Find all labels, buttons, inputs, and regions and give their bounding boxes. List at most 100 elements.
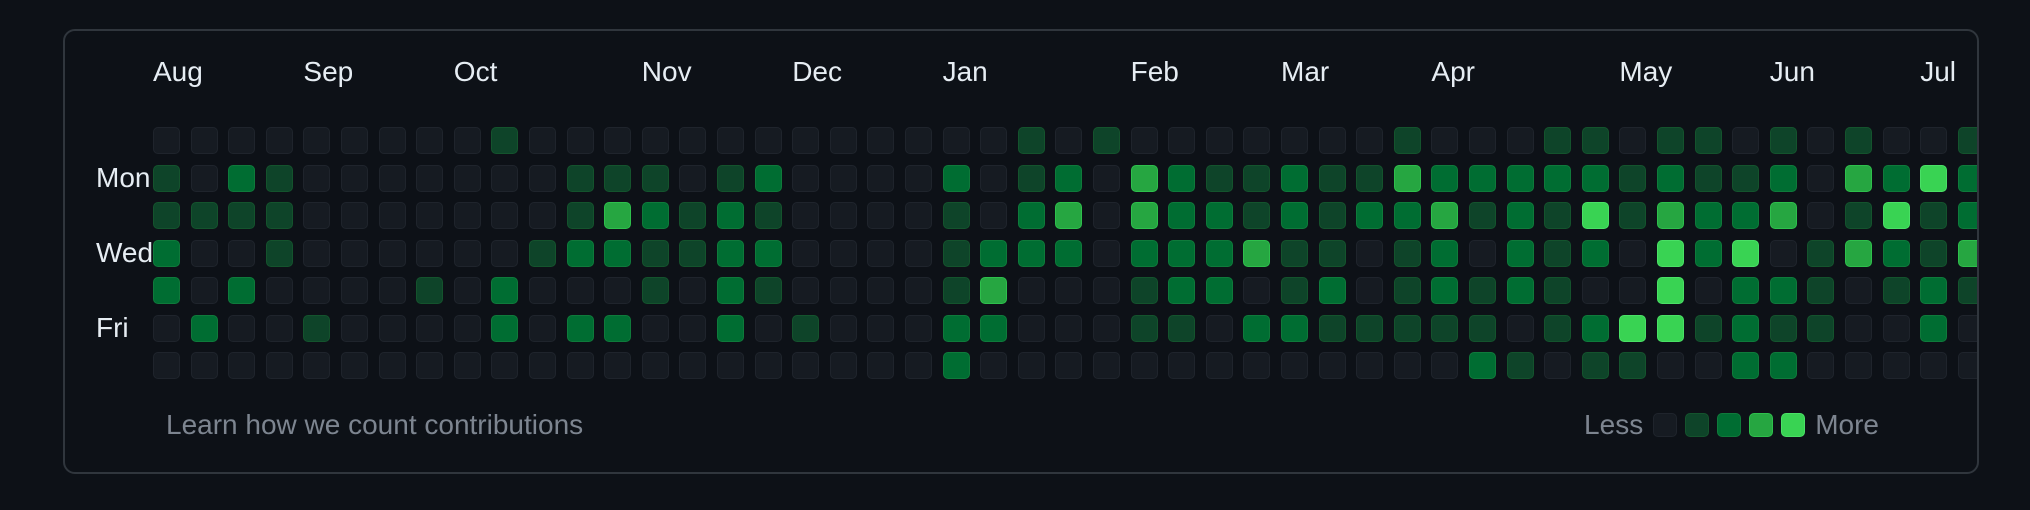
contribution-day[interactable] xyxy=(153,164,180,192)
contribution-day[interactable] xyxy=(1732,314,1760,342)
contribution-day[interactable] xyxy=(1957,164,1977,192)
contribution-day[interactable] xyxy=(754,277,782,304)
contribution-day[interactable] xyxy=(378,202,406,229)
contribution-day[interactable] xyxy=(1243,314,1271,342)
contribution-day[interactable] xyxy=(153,127,180,154)
contribution-day[interactable] xyxy=(1957,352,1977,379)
contribution-day[interactable] xyxy=(1093,277,1120,304)
contribution-day[interactable] xyxy=(905,164,932,192)
contribution-day[interactable] xyxy=(341,277,368,304)
contribution-day[interactable] xyxy=(1431,352,1459,379)
contribution-day[interactable] xyxy=(829,164,857,192)
contribution-day[interactable] xyxy=(604,127,632,154)
contribution-day[interactable] xyxy=(1581,352,1609,379)
contribution-day[interactable] xyxy=(1469,127,1496,154)
contribution-day[interactable] xyxy=(641,202,669,229)
contribution-day[interactable] xyxy=(792,164,820,192)
contribution-day[interactable] xyxy=(905,277,932,304)
contribution-day[interactable] xyxy=(190,352,218,379)
contribution-day[interactable] xyxy=(1393,164,1421,192)
contribution-day[interactable] xyxy=(1431,314,1459,342)
contribution-day[interactable] xyxy=(265,314,293,342)
contribution-day[interactable] xyxy=(153,239,180,267)
contribution-day[interactable] xyxy=(1318,164,1346,192)
contribution-day[interactable] xyxy=(905,352,932,379)
contribution-day[interactable] xyxy=(1055,164,1083,192)
contribution-day[interactable] xyxy=(1807,277,1835,304)
contribution-day[interactable] xyxy=(1920,127,1948,154)
contribution-day[interactable] xyxy=(1544,352,1572,379)
contribution-day[interactable] xyxy=(1393,202,1421,229)
contribution-day[interactable] xyxy=(792,352,820,379)
contribution-day[interactable] xyxy=(1318,277,1346,304)
contribution-day[interactable] xyxy=(453,202,481,229)
contribution-day[interactable] xyxy=(1506,127,1534,154)
contribution-day[interactable] xyxy=(980,164,1008,192)
contribution-day[interactable] xyxy=(1055,127,1083,154)
contribution-day[interactable] xyxy=(1393,314,1421,342)
contribution-day[interactable] xyxy=(1581,239,1609,267)
contribution-day[interactable] xyxy=(1168,277,1196,304)
contribution-day[interactable] xyxy=(190,277,218,304)
contribution-day[interactable] xyxy=(1544,127,1572,154)
contribution-day[interactable] xyxy=(190,164,218,192)
contribution-day[interactable] xyxy=(1281,314,1308,342)
contribution-day[interactable] xyxy=(1017,314,1045,342)
contribution-day[interactable] xyxy=(529,352,556,379)
contribution-day[interactable] xyxy=(228,314,256,342)
contribution-day[interactable] xyxy=(1581,277,1609,304)
contribution-day[interactable] xyxy=(491,277,519,304)
contribution-day[interactable] xyxy=(1356,314,1384,342)
contribution-day[interactable] xyxy=(792,314,820,342)
contribution-day[interactable] xyxy=(1318,314,1346,342)
contribution-day[interactable] xyxy=(153,314,180,342)
contribution-day[interactable] xyxy=(1845,314,1872,342)
contribution-day[interactable] xyxy=(453,352,481,379)
contribution-day[interactable] xyxy=(717,277,744,304)
contribution-day[interactable] xyxy=(491,164,519,192)
contribution-day[interactable] xyxy=(1281,277,1308,304)
contribution-day[interactable] xyxy=(1055,352,1083,379)
contribution-day[interactable] xyxy=(1093,127,1120,154)
contribution-day[interactable] xyxy=(341,202,368,229)
contribution-day[interactable] xyxy=(303,239,331,267)
contribution-day[interactable] xyxy=(867,127,895,154)
contribution-day[interactable] xyxy=(641,277,669,304)
contribution-day[interactable] xyxy=(190,239,218,267)
contribution-day[interactable] xyxy=(1657,277,1684,304)
contribution-day[interactable] xyxy=(1017,127,1045,154)
contribution-day[interactable] xyxy=(1544,314,1572,342)
contribution-day[interactable] xyxy=(641,164,669,192)
contribution-day[interactable] xyxy=(1506,314,1534,342)
contribution-day[interactable] xyxy=(1581,202,1609,229)
contribution-day[interactable] xyxy=(1205,352,1233,379)
contribution-day[interactable] xyxy=(1957,239,1977,267)
contribution-day[interactable] xyxy=(566,202,594,229)
contribution-day[interactable] xyxy=(1318,127,1346,154)
contribution-day[interactable] xyxy=(1769,277,1797,304)
contribution-day[interactable] xyxy=(1694,277,1722,304)
contribution-day[interactable] xyxy=(679,202,707,229)
contribution-day[interactable] xyxy=(942,277,970,304)
contribution-day[interactable] xyxy=(1769,127,1797,154)
contribution-day[interactable] xyxy=(303,277,331,304)
contribution-day[interactable] xyxy=(228,352,256,379)
contribution-day[interactable] xyxy=(1243,239,1271,267)
contribution-day[interactable] xyxy=(1093,202,1120,229)
contribution-day[interactable] xyxy=(1318,202,1346,229)
contribution-day[interactable] xyxy=(1318,239,1346,267)
contribution-day[interactable] xyxy=(1055,202,1083,229)
contribution-day[interactable] xyxy=(1581,164,1609,192)
contribution-day[interactable] xyxy=(1243,164,1271,192)
contribution-day[interactable] xyxy=(1130,127,1158,154)
contribution-day[interactable] xyxy=(1882,314,1910,342)
contribution-day[interactable] xyxy=(1920,164,1948,192)
contribution-day[interactable] xyxy=(1055,239,1083,267)
contribution-day[interactable] xyxy=(303,164,331,192)
contribution-day[interactable] xyxy=(1469,202,1496,229)
contribution-day[interactable] xyxy=(1093,314,1120,342)
contribution-day[interactable] xyxy=(566,239,594,267)
contribution-day[interactable] xyxy=(754,239,782,267)
contribution-day[interactable] xyxy=(980,352,1008,379)
contribution-day[interactable] xyxy=(1506,277,1534,304)
